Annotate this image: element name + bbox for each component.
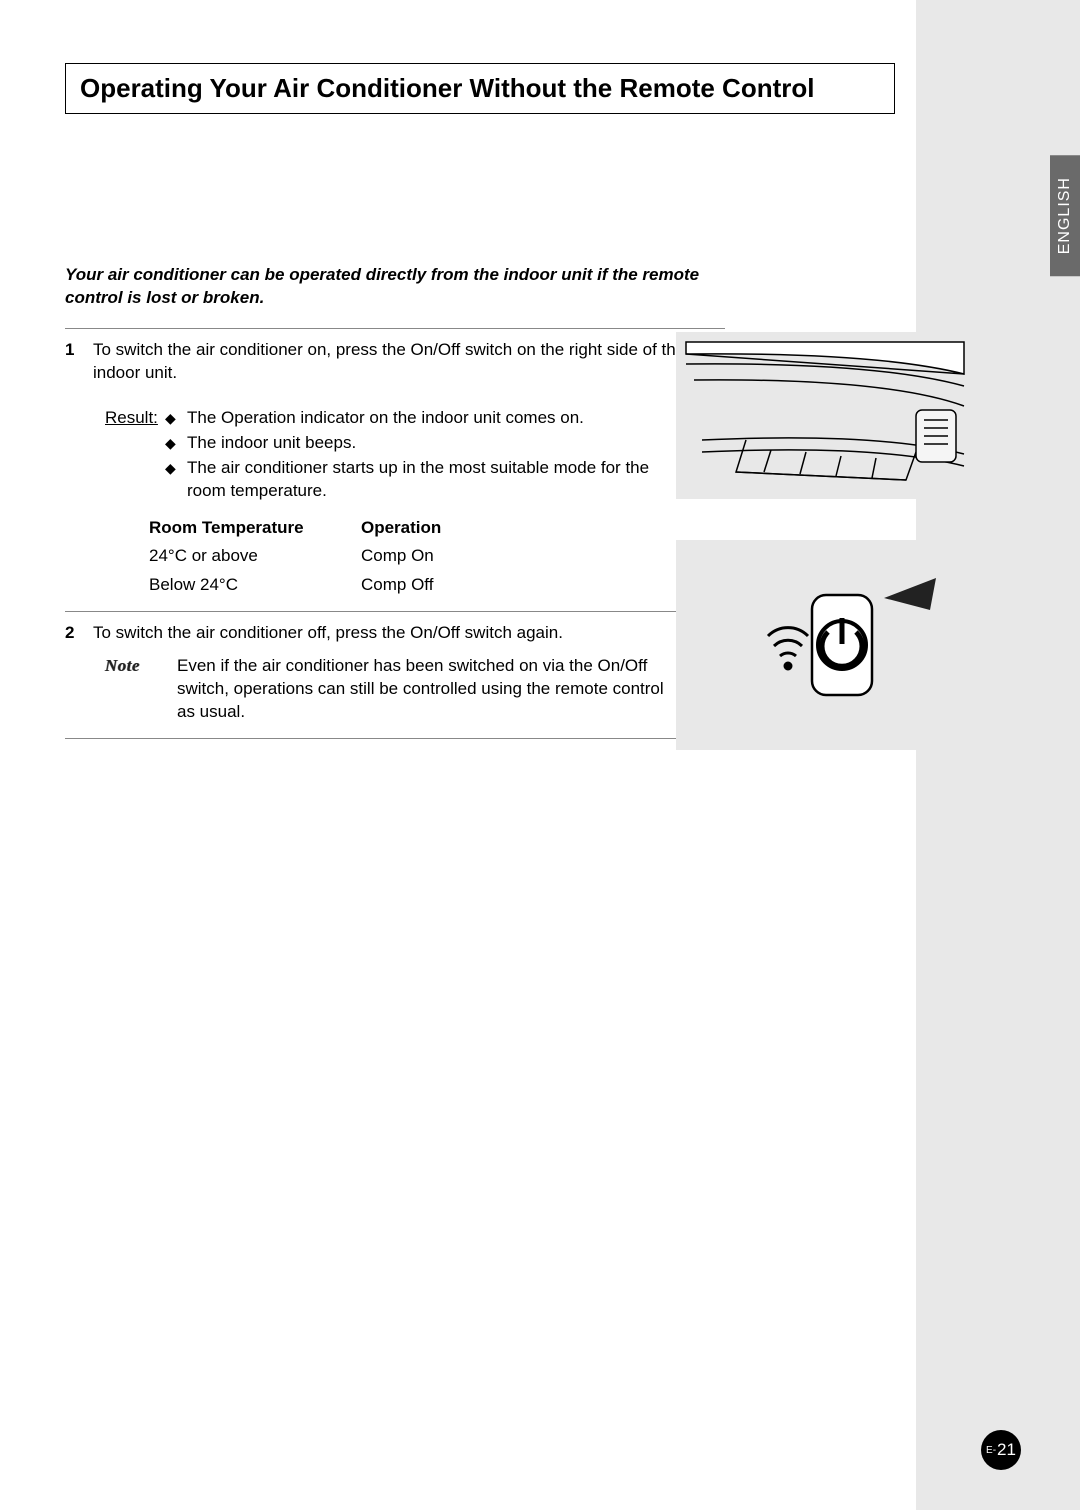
diamond-bullet-icon: ◆ xyxy=(165,432,187,453)
content: Your air conditioner can be operated dir… xyxy=(65,264,725,749)
step-text: To switch the air conditioner on, press … xyxy=(93,339,725,385)
page-number-badge: E-21 xyxy=(981,1430,1021,1470)
bullet-text: The indoor unit beeps. xyxy=(187,432,725,455)
table-cell: Comp Off xyxy=(361,572,441,599)
temperature-table: Room Temperature Operation 24°C or above… xyxy=(147,513,443,602)
figure-indoor-unit xyxy=(676,332,974,499)
step-2: 2 To switch the air conditioner off, pre… xyxy=(65,622,725,645)
step-number: 2 xyxy=(65,622,93,645)
language-tab: ENGLISH xyxy=(1050,155,1080,276)
note-label: Note xyxy=(105,655,177,724)
page-title: Operating Your Air Conditioner Without t… xyxy=(80,73,880,104)
page-number: 21 xyxy=(997,1440,1016,1460)
intro-text: Your air conditioner can be operated dir… xyxy=(65,264,725,310)
note-text: Even if the air conditioner has been swi… xyxy=(177,655,725,724)
separator xyxy=(65,611,725,612)
title-box: Operating Your Air Conditioner Without t… xyxy=(65,63,895,114)
note-block: Note Even if the air conditioner has bee… xyxy=(105,655,725,724)
step-text: To switch the air conditioner off, press… xyxy=(93,622,725,645)
table-cell: Below 24°C xyxy=(149,572,359,599)
bullet-text: The air conditioner starts up in the mos… xyxy=(187,457,725,503)
separator xyxy=(65,328,725,329)
result-bullets: ◆The Operation indicator on the indoor u… xyxy=(165,407,725,505)
result-block: Result: ◆The Operation indicator on the … xyxy=(105,407,725,505)
table-cell: Comp On xyxy=(361,543,441,570)
diamond-bullet-icon: ◆ xyxy=(165,457,187,478)
bullet-text: The Operation indicator on the indoor un… xyxy=(187,407,725,430)
table-header: Operation xyxy=(361,515,441,542)
step-1: 1 To switch the air conditioner on, pres… xyxy=(65,339,725,385)
table-header: Room Temperature xyxy=(149,515,359,542)
result-label: Result: xyxy=(105,407,165,430)
figure-power-button xyxy=(676,540,974,750)
separator xyxy=(65,738,725,739)
diamond-bullet-icon: ◆ xyxy=(165,407,187,428)
table-cell: 24°C or above xyxy=(149,543,359,570)
step-number: 1 xyxy=(65,339,93,385)
page-prefix: E- xyxy=(986,1445,996,1456)
